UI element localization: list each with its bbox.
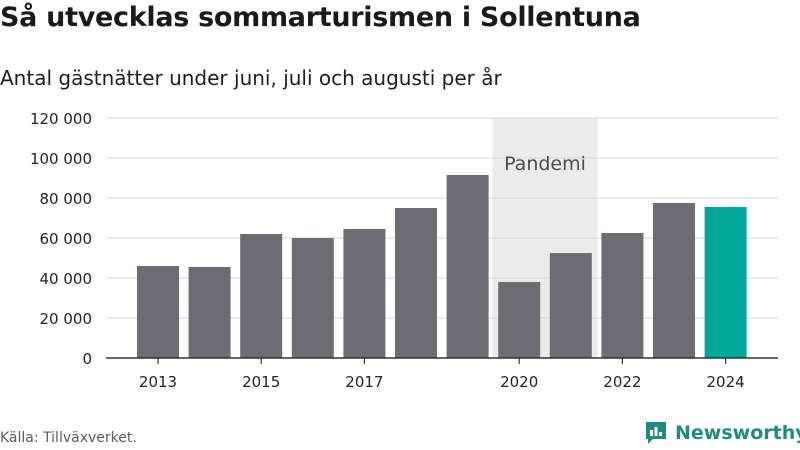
y-tick-label: 0: [82, 350, 92, 368]
x-tick-label: 2020: [500, 373, 538, 391]
chart-subtitle: Antal gästnätter under juni, juli och au…: [0, 66, 502, 90]
bar-2021: [549, 253, 592, 358]
x-tick-label: 2015: [242, 373, 280, 391]
newsworthy-logo-icon: [646, 422, 666, 444]
x-tick-label: 2017: [345, 373, 383, 391]
y-tick-label: 100 000: [30, 150, 92, 168]
bar-2018: [395, 208, 437, 358]
chart-title: Så utvecklas sommarturismen i Sollentuna: [0, 2, 641, 33]
x-tick-label: 2013: [139, 373, 177, 391]
pandemic-annotation-label: Pandemi: [504, 153, 586, 175]
y-tick-label: 120 000: [30, 110, 92, 128]
y-tick-label: 40 000: [40, 270, 93, 288]
bar-2017: [343, 229, 386, 358]
source-note: Källa: Tillväxverket.: [0, 430, 137, 446]
bar-2023: [653, 203, 695, 358]
bar-2024: [704, 207, 747, 358]
bar-2016: [291, 238, 334, 358]
y-tick-label: 80 000: [40, 190, 93, 208]
bar-2019: [446, 175, 489, 358]
logo-text: Newsworthy: [675, 422, 800, 444]
y-tick-label: 20 000: [40, 310, 93, 328]
x-tick-label: 2022: [603, 373, 641, 391]
bar-2013: [137, 266, 179, 358]
y-tick-label: 60 000: [40, 230, 93, 248]
bar-2015: [240, 234, 283, 358]
newsworthy-logo: Newsworthy: [644, 420, 800, 446]
bar-2022: [601, 233, 644, 358]
bar-2014: [188, 267, 231, 358]
bar-2020: [498, 282, 541, 358]
x-tick-label: 2024: [707, 373, 745, 391]
